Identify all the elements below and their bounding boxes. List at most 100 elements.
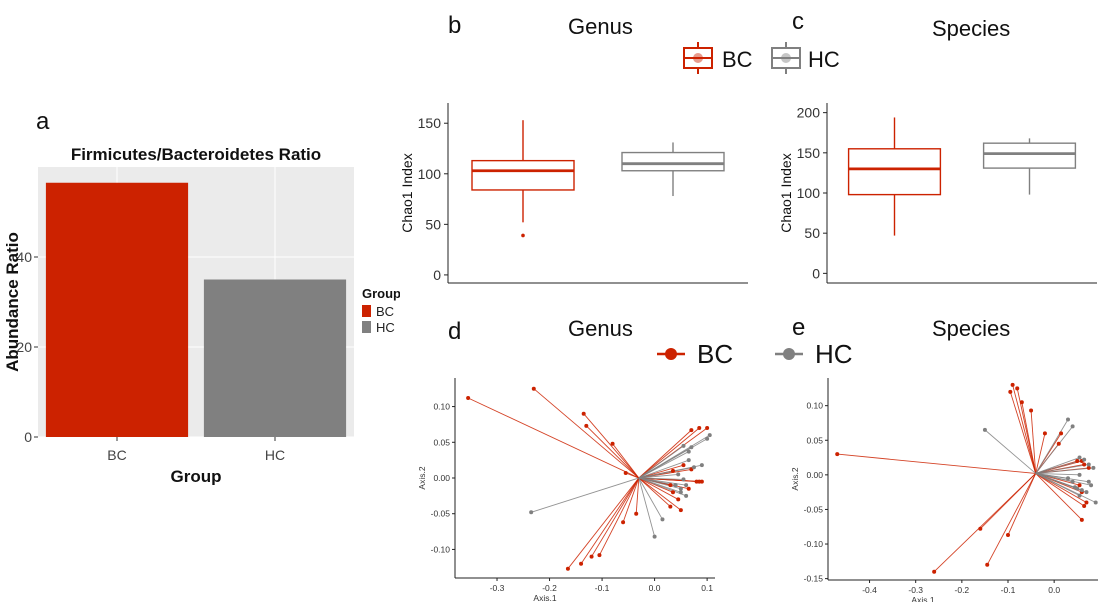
chart-d-spoke-bc bbox=[635, 477, 640, 514]
chart-e-point-bc bbox=[1079, 517, 1084, 522]
chart-b-ytick-label: 0 bbox=[433, 267, 441, 283]
chart-d-spoke-bc bbox=[467, 397, 640, 479]
chart-d-point-bc bbox=[584, 423, 589, 428]
chart-d-ytick-label: -0.10 bbox=[431, 544, 451, 554]
chart-e-point-bc bbox=[1042, 431, 1047, 436]
chart-c-ytick-label: 100 bbox=[797, 185, 821, 201]
chart-d-point-bc bbox=[581, 411, 586, 416]
chart-d-ytick-label: -0.05 bbox=[431, 509, 451, 519]
panel-title-d: Genus bbox=[568, 316, 633, 341]
chart-b-ytick-label: 50 bbox=[425, 216, 441, 232]
chart-a-ylabel: Abundance Ratio bbox=[3, 232, 22, 372]
chart-e-xtick-label: 0.0 bbox=[1048, 585, 1060, 595]
chart-d-point-bc bbox=[670, 490, 675, 495]
chart-c-ytick-label: 200 bbox=[797, 105, 821, 121]
chart-d-point-bc bbox=[466, 396, 471, 400]
chart-e-point-bc bbox=[1006, 533, 1010, 538]
chart-e-point-hc bbox=[1070, 479, 1075, 484]
chart-e-point-hc bbox=[1086, 479, 1091, 484]
chart-d-scatter: -0.10 -0.05 0.00 0.05 0.10 -0.3 -0.2 -0.1 0.0 0.1… bbox=[417, 378, 715, 602]
chart-d-spoke-bc bbox=[638, 427, 700, 479]
chart-e-point-bc bbox=[835, 452, 840, 457]
chart-d-point-bc bbox=[676, 497, 681, 502]
chart-d-point-hc bbox=[699, 463, 704, 468]
chart-e-spoke-hc bbox=[1035, 473, 1096, 503]
chart-d-point-hc bbox=[686, 458, 691, 463]
chart-e-spoke-hc bbox=[1035, 426, 1073, 474]
panel-title-e: Species bbox=[932, 316, 1011, 341]
chart-e-spoke-bc bbox=[1021, 402, 1037, 474]
chart-c-ytick-label: 150 bbox=[797, 145, 821, 161]
chart-e-point-hc bbox=[1091, 465, 1096, 470]
chart-d-spoke-bc bbox=[638, 477, 682, 511]
chart-d-point-hc bbox=[678, 486, 683, 491]
chart-d-spoke-hc bbox=[531, 477, 639, 513]
chart-c-box-hc bbox=[982, 142, 1077, 169]
chart-d-point-hc bbox=[652, 534, 657, 539]
chart-e-spoke-bc bbox=[1009, 391, 1037, 474]
chart-c-ytick-label: 0 bbox=[812, 265, 820, 281]
chart-a-ytick-label: 20 bbox=[16, 339, 32, 355]
chart-d-spoke-bc bbox=[585, 425, 640, 479]
chart-d-point-bc bbox=[678, 508, 683, 513]
chart-e-point-bc bbox=[1084, 500, 1089, 505]
chart-e-point-hc bbox=[1079, 488, 1084, 493]
chart-b-box-bc bbox=[471, 159, 575, 191]
chart-a-legend-label-hc: HC bbox=[376, 320, 395, 335]
chart-d-spoke-bc bbox=[580, 477, 640, 564]
chart-d-spoke-bc bbox=[638, 477, 671, 507]
chart-e-point-hc bbox=[1084, 490, 1089, 495]
chart-d-spoke-bc bbox=[638, 464, 684, 479]
chart-d-point-hc bbox=[705, 436, 710, 441]
chart-d-point-bc bbox=[634, 511, 639, 516]
chart-c-ylabel: Chao1 Index bbox=[778, 153, 794, 232]
chart-d-spoke-hc bbox=[638, 477, 682, 493]
chart-e-point-bc bbox=[1015, 386, 1020, 391]
chart-d-spoke-hc bbox=[638, 459, 689, 479]
chart-d-ytick-label: 0.10 bbox=[433, 402, 450, 412]
chart-d-point-bc bbox=[668, 504, 673, 509]
chart-d-spoke-hc bbox=[638, 473, 679, 479]
chart-d-point-hc bbox=[529, 510, 534, 515]
chart-d-xtick-label: -0.1 bbox=[595, 583, 610, 593]
chart-d-point-bc bbox=[531, 386, 536, 391]
chart-d-point-hc bbox=[686, 449, 691, 454]
chart-a-legend-key-bc bbox=[362, 305, 371, 317]
chart-d-point-bc bbox=[565, 566, 570, 571]
chart-e-point-hc bbox=[1086, 462, 1091, 467]
chart-d-point-bc bbox=[686, 486, 691, 491]
chart-e-spoke-hc bbox=[1035, 419, 1069, 474]
chart-e-spoke-bc bbox=[1030, 410, 1037, 474]
chart-e-point-hc bbox=[1077, 455, 1082, 460]
chart-d-xtick-label: -0.3 bbox=[490, 583, 505, 593]
chart-d-point-bc bbox=[623, 471, 628, 475]
chart-b-ylabel: Chao1 Index bbox=[399, 153, 415, 232]
chart-a-legend-title: Group bbox=[362, 286, 400, 301]
chart-d-xtick-label: -0.2 bbox=[542, 583, 557, 593]
chart-e-xlabel: Axis.1 bbox=[911, 595, 934, 602]
chart-e-point-hc bbox=[982, 427, 987, 432]
panel-label-e: e bbox=[792, 314, 806, 341]
chart-e-spoke-hc bbox=[1035, 457, 1080, 474]
chart-e-point-bc bbox=[1029, 408, 1034, 413]
chart-d-spoke-bc bbox=[638, 477, 679, 500]
chart-d-point-hc bbox=[673, 483, 678, 488]
legend-key-hc bbox=[771, 42, 801, 74]
chart-d-spoke-hc bbox=[638, 434, 710, 479]
chart-d-point-hc bbox=[678, 490, 683, 495]
chart-b-box-hc bbox=[621, 151, 725, 172]
chart-d-xtick-label: 0.1 bbox=[701, 583, 713, 593]
chart-e-ytick-label: 0.00 bbox=[806, 470, 823, 480]
chart-e-point-bc bbox=[1075, 459, 1080, 464]
chart-d-xtick-label: 0.0 bbox=[649, 583, 661, 593]
chart-e-point-bc bbox=[1082, 462, 1087, 467]
chart-e-point-bc bbox=[932, 569, 937, 574]
chart-e-spoke-bc bbox=[1035, 433, 1046, 474]
chart-e-point-bc bbox=[1056, 441, 1061, 446]
chart-d-ylabel: Axis.2 bbox=[417, 466, 427, 489]
chart-d-point-hc bbox=[660, 517, 665, 522]
chart-e-point-hc bbox=[1077, 472, 1082, 477]
chart-d-spoke-bc bbox=[625, 472, 639, 479]
chart-e-scatter: -0.15 -0.10 -0.05 0.00 0.05 0.10 -0.4 -0.3 -0.2 -… bbox=[790, 378, 1098, 602]
chart-d-spoke-bc bbox=[638, 429, 692, 479]
